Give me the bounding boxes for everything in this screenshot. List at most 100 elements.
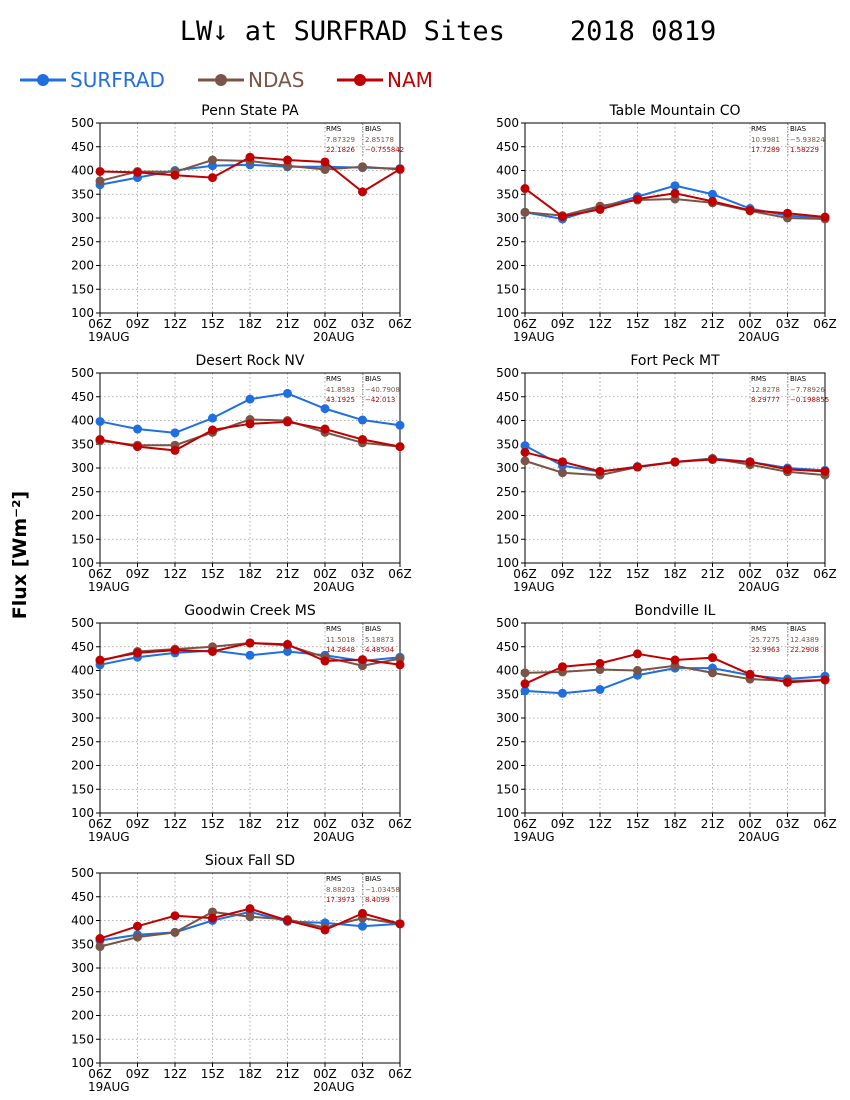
data-point <box>595 658 605 668</box>
data-point <box>133 424 142 434</box>
y-tick-label: 300 <box>71 711 94 725</box>
data-point <box>520 679 530 689</box>
stats-header-bias: BIAS <box>365 875 382 883</box>
x-tick-label: 21Z <box>701 317 725 331</box>
data-point <box>95 934 105 944</box>
stats-bias-value: 22.2908 <box>790 646 819 654</box>
data-point <box>208 907 217 917</box>
data-point <box>358 908 367 918</box>
stats-header-bias: BIAS <box>365 125 382 133</box>
data-point <box>670 457 680 467</box>
y-tick-label: 250 <box>71 985 94 999</box>
y-tick-label: 350 <box>496 687 519 701</box>
stats-bias-value: 5.18873 <box>365 636 394 644</box>
x-tick-label: 21Z <box>276 1067 300 1081</box>
stats-rms-value: 32.9963 <box>751 646 780 654</box>
stats-bias-value: −0.198855 <box>790 396 829 404</box>
data-point <box>395 164 405 174</box>
y-tick-label: 450 <box>71 140 94 154</box>
stats-header-bias: BIAS <box>365 375 382 383</box>
data-point <box>245 152 255 162</box>
panel-bondville-il: Bondville IL 100 150 200 250 300 350 400 450 500 0… <box>496 603 837 844</box>
data-point <box>783 677 792 687</box>
x-tick-label: 12Z <box>163 817 187 831</box>
stats-header-rms: RMS <box>326 375 342 383</box>
x-tick-label: 18Z <box>663 317 687 331</box>
panel-table-mountain-co: Table Mountain CO 100 150 200 250 300 350 400 45… <box>496 103 837 344</box>
data-point <box>358 162 367 172</box>
stats-rms-value: 7.87329 <box>326 136 355 144</box>
stats-bias-value: −7.78926 <box>790 386 825 394</box>
data-point <box>245 650 255 660</box>
y-tick-label: 300 <box>71 961 94 975</box>
data-point <box>395 442 405 452</box>
data-point <box>170 927 180 937</box>
legend: SURFRAD NDAS NAM <box>20 68 433 92</box>
series-nam <box>520 649 830 689</box>
x-tick-label: 06Z <box>88 567 112 581</box>
x-tick-label: 12Z <box>163 567 187 581</box>
stats-rms-value: 10.9981 <box>751 136 780 144</box>
y-tick-label: 250 <box>71 485 94 499</box>
stats-table: RMS BIAS 25.7275 12.4389 32.9963 22.2908 <box>751 624 819 655</box>
data-point <box>783 208 792 218</box>
x-tick-label: 21Z <box>276 317 300 331</box>
y-tick-label: 250 <box>496 485 519 499</box>
data-point <box>245 394 255 404</box>
x-tick-label: 06Z <box>813 317 837 331</box>
x-tick-label: 21Z <box>701 817 725 831</box>
y-tick-label: 200 <box>496 759 519 773</box>
x-tick-label: 18Z <box>663 817 687 831</box>
stats-rms-value: 25.7275 <box>751 636 780 644</box>
stats-header-bias: BIAS <box>365 625 382 633</box>
panel-fort-peck-mt: Fort Peck MT 100 150 200 250 300 350 400 450 500 0… <box>496 353 837 594</box>
y-tick-label: 100 <box>71 806 94 820</box>
x-tick-label: 12Z <box>588 317 612 331</box>
stats-bias-value: 1.58229 <box>790 146 819 154</box>
stats-bias-value: −40.7908 <box>365 386 400 394</box>
data-point <box>708 196 717 206</box>
data-point <box>358 661 367 671</box>
x-tick-label: 15Z <box>201 1067 225 1081</box>
data-point <box>595 685 605 694</box>
x-tick-label: 21Z <box>276 567 300 581</box>
x-tick-label: 06Z <box>513 567 537 581</box>
x-date-label: 19AUG <box>88 330 130 344</box>
data-point <box>520 686 530 696</box>
data-point <box>133 932 142 942</box>
x-tick-label: 12Z <box>588 817 612 831</box>
data-point <box>783 464 792 474</box>
panel-goodwin-creek-ms: Goodwin Creek MS 100 150 200 250 300 350 400 450… <box>71 603 412 844</box>
data-point <box>358 921 367 931</box>
y-tick-label: 100 <box>71 1056 94 1070</box>
data-point <box>245 912 255 922</box>
data-point <box>170 170 180 180</box>
y-tick-label: 100 <box>496 306 519 320</box>
y-tick-label: 400 <box>71 414 94 428</box>
data-point <box>320 404 330 414</box>
data-point <box>520 447 530 457</box>
data-point <box>245 638 255 648</box>
x-tick-label: 06Z <box>813 817 837 831</box>
data-point <box>95 176 105 186</box>
x-tick-label: 15Z <box>626 817 650 831</box>
data-point <box>395 660 405 670</box>
panel-title: Bondville IL <box>635 603 716 619</box>
data-point <box>245 419 255 429</box>
data-point <box>133 921 142 931</box>
stats-header-bias: BIAS <box>790 375 807 383</box>
data-point <box>595 204 605 214</box>
stats-rms-value: 17.7289 <box>751 146 780 154</box>
y-tick-label: 400 <box>496 664 519 678</box>
x-date-label: 19AUG <box>513 580 555 594</box>
x-date-label: 20AUG <box>738 830 780 844</box>
x-tick-label: 18Z <box>238 1067 262 1081</box>
y-axis-label: Flux [Wm⁻²] <box>9 491 31 619</box>
data-point <box>208 647 217 656</box>
stats-rms-value: 43.1925 <box>326 396 355 404</box>
panel-title: Sioux Fall SD <box>205 853 295 869</box>
y-tick-label: 350 <box>71 187 94 201</box>
x-tick-label: 09Z <box>126 1067 150 1081</box>
data-point <box>283 417 292 427</box>
y-tick-label: 500 <box>496 366 519 380</box>
